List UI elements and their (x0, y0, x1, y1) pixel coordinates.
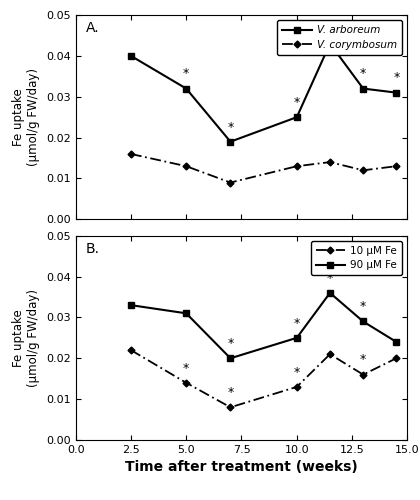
90 μM Fe (228, 356, 233, 362)
Line: V. arboreum: V. arboreum (127, 40, 400, 145)
V. arboreum (328, 40, 333, 46)
90 μM Fe (184, 310, 189, 316)
V. corymbosum (361, 168, 366, 173)
10 μM Fe (228, 404, 233, 410)
10 μM Fe (361, 372, 366, 378)
V. arboreum (294, 114, 299, 120)
Text: *: * (294, 316, 300, 330)
90 μM Fe (394, 339, 399, 345)
Line: 90 μM Fe: 90 μM Fe (127, 290, 400, 362)
90 μM Fe (129, 302, 134, 308)
Line: 10 μM Fe: 10 μM Fe (129, 348, 399, 410)
V. arboreum (228, 138, 233, 144)
V. corymbosum (228, 180, 233, 186)
Legend: V. arboreum, V. corymbosum: V. arboreum, V. corymbosum (277, 20, 402, 55)
Text: *: * (360, 300, 366, 314)
Text: *: * (327, 272, 333, 284)
Text: *: * (360, 354, 366, 366)
Text: *: * (360, 68, 366, 80)
Y-axis label: Fe uptake
(μmol/g FW/day): Fe uptake (μmol/g FW/day) (13, 68, 40, 166)
V. arboreum (129, 53, 134, 59)
V. corymbosum (184, 163, 189, 169)
10 μM Fe (129, 347, 134, 353)
Line: V. corymbosum: V. corymbosum (129, 152, 399, 185)
X-axis label: Time after treatment (weeks): Time after treatment (weeks) (125, 460, 358, 474)
10 μM Fe (328, 351, 333, 357)
Text: *: * (294, 96, 300, 109)
V. corymbosum (328, 159, 333, 165)
V. corymbosum (394, 163, 399, 169)
10 μM Fe (394, 356, 399, 362)
V. arboreum (184, 86, 189, 91)
Text: *: * (183, 362, 189, 374)
Text: B.: B. (86, 242, 100, 256)
V. arboreum (394, 90, 399, 96)
Text: *: * (227, 386, 234, 399)
V. corymbosum (294, 163, 299, 169)
90 μM Fe (294, 335, 299, 341)
Y-axis label: Fe uptake
(μmol/g FW/day): Fe uptake (μmol/g FW/day) (13, 289, 40, 387)
10 μM Fe (294, 384, 299, 390)
Text: *: * (294, 366, 300, 378)
Text: *: * (393, 72, 399, 85)
90 μM Fe (328, 290, 333, 296)
V. arboreum (361, 86, 366, 91)
10 μM Fe (184, 380, 189, 386)
Text: *: * (183, 68, 189, 80)
Text: *: * (327, 22, 333, 36)
V. corymbosum (129, 151, 134, 157)
Legend: 10 μM Fe, 90 μM Fe: 10 μM Fe, 90 μM Fe (311, 241, 402, 276)
Text: *: * (227, 120, 234, 134)
90 μM Fe (361, 318, 366, 324)
Text: A.: A. (86, 21, 99, 35)
Text: *: * (227, 337, 234, 350)
